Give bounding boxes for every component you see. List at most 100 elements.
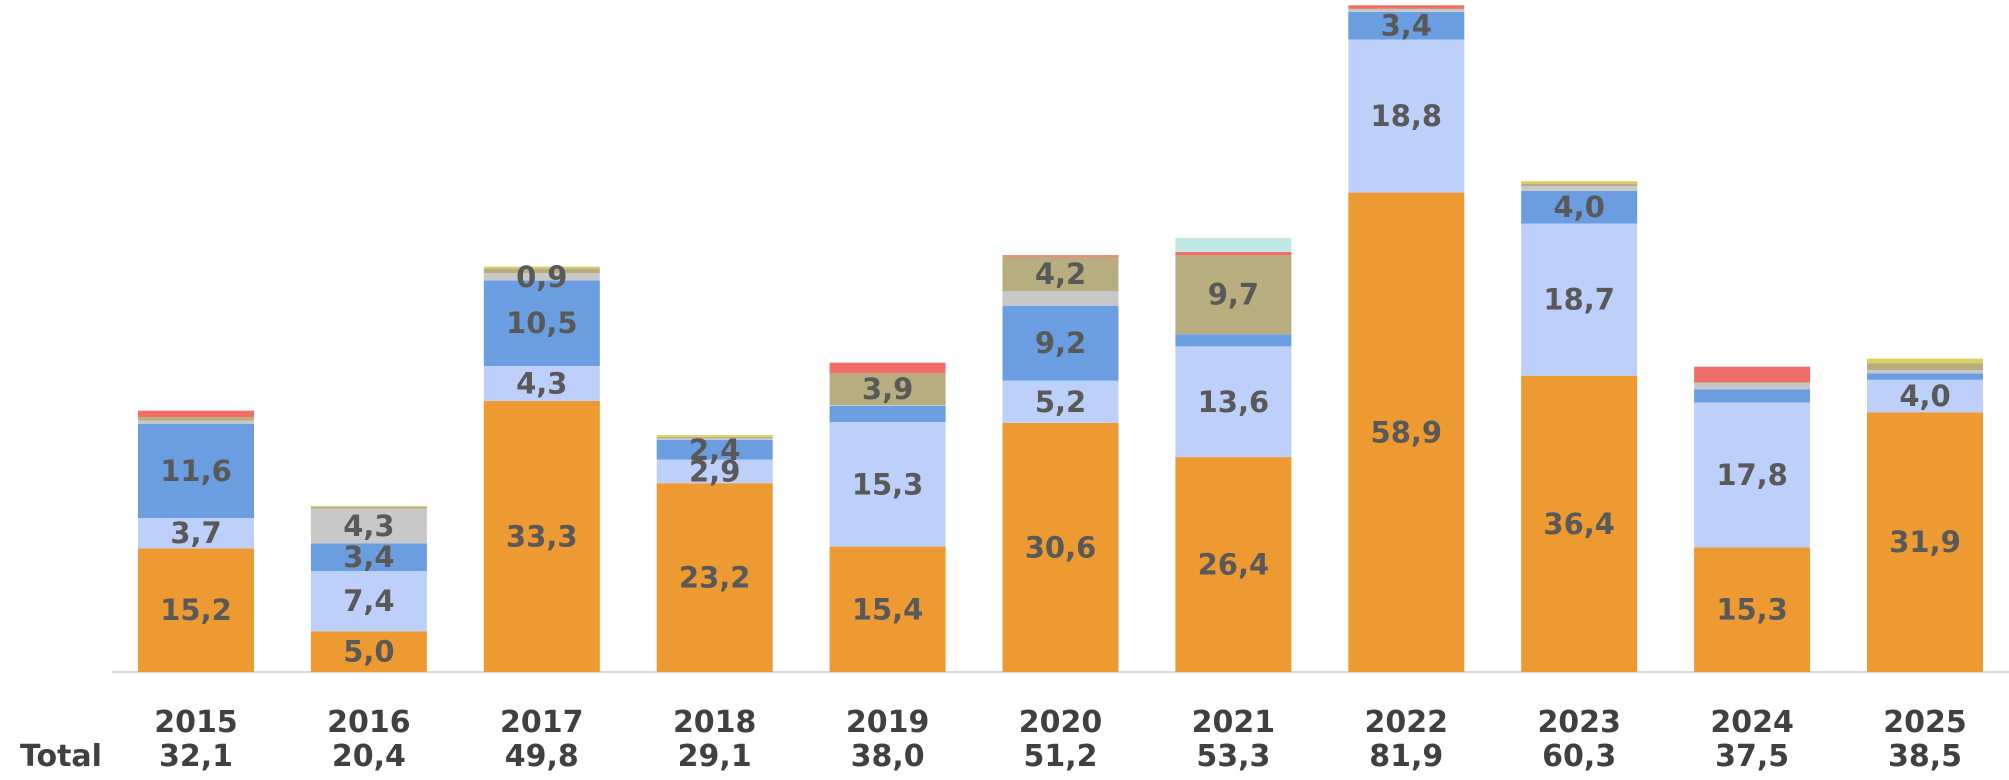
data-label-2019-s5: 3,9 — [862, 372, 913, 406]
x-tick-label-2025: 2025 — [1883, 705, 1967, 740]
bar-segment-2024-s5 — [1694, 382, 1811, 383]
data-label-2021-s1: 26,4 — [1198, 548, 1270, 582]
bar-segment-2020-s3 — [1002, 305, 1119, 381]
data-label-2024-s2: 17,8 — [1716, 458, 1788, 492]
bar-segment-2016-s8 — [310, 505, 427, 507]
total-value-2025: 38,5 — [1888, 739, 1962, 774]
data-label-2020-s1: 30,6 — [1025, 531, 1097, 565]
x-tick-label-2016: 2016 — [327, 705, 411, 740]
bar-segment-2016-s5 — [310, 506, 427, 509]
total-value-2022: 81,9 — [1369, 739, 1443, 774]
data-label-2016-s1: 5,0 — [343, 635, 394, 669]
bar-segment-2023-s5 — [1521, 183, 1638, 186]
bar-segment-2023-s4 — [1521, 186, 1638, 191]
x-tick-label-2022: 2022 — [1365, 705, 1449, 740]
bar-segment-2020-s1 — [1002, 422, 1119, 672]
x-tick-label-2019: 2019 — [846, 705, 930, 740]
data-label-2018-s1: 23,2 — [679, 561, 751, 595]
bar-segment-2025-s8 — [1867, 358, 1983, 364]
data-label-2023-s2: 18,7 — [1543, 283, 1615, 317]
data-label-2016-s3: 3,4 — [343, 540, 394, 574]
bar-segment-2016-s2 — [310, 571, 427, 632]
x-tick-label-2020: 2020 — [1019, 705, 1103, 740]
bar-segment-2018-s1 — [656, 483, 773, 672]
total-caption: Total — [20, 739, 102, 774]
segment-labels-group: 15,23,711,65,07,43,44,3 33,34,310,50,923,… — [160, 9, 1961, 669]
data-label-2015-s3: 11,6 — [160, 454, 232, 488]
data-label-2025-s1: 31,9 — [1889, 525, 1961, 559]
bar-segment-2023-s2 — [1521, 223, 1638, 376]
data-label-2022-s1: 58,9 — [1371, 415, 1443, 449]
bar-segment-2016-s1 — [310, 631, 427, 672]
data-label-2018-s3: 2,4 — [689, 433, 740, 467]
bar-segment-2016-s3 — [310, 543, 427, 572]
x-tick-label-2018: 2018 — [673, 705, 757, 740]
bar-segment-2024-s3 — [1694, 389, 1811, 403]
data-label-2024-s1: 15,3 — [1716, 593, 1788, 627]
bar-segment-2015-s5 — [138, 417, 254, 421]
data-label-2022-s3: 3,4 — [1381, 9, 1432, 43]
total-value-2023: 60,3 — [1542, 739, 1616, 774]
data-label-2016-s2: 7,4 — [343, 584, 394, 618]
data-label-2018-s2: 2,9 — [689, 454, 740, 488]
bar-segment-2024-s6 — [1694, 366, 1811, 383]
bar-segment-2022-s2 — [1348, 39, 1465, 193]
bar-segment-2021-s6 — [1175, 252, 1292, 256]
data-label-2020-s3: 9,2 — [1035, 326, 1086, 360]
bar-segment-2020-s5 — [1002, 256, 1119, 292]
total-value-2019: 38,0 — [851, 739, 925, 774]
data-label-2019-s1: 15,4 — [852, 592, 924, 626]
bar-segment-2017-s8 — [483, 266, 600, 269]
bar-segment-2015-s2 — [138, 518, 254, 549]
data-label-2020-s2: 5,2 — [1035, 385, 1086, 419]
bar-segment-2022-s3 — [1348, 11, 1465, 40]
bar-segment-2021-s3 — [1175, 334, 1292, 347]
bar-segment-2021-s2 — [1175, 346, 1292, 458]
total-value-2015: 32,1 — [159, 739, 233, 774]
bar-segment-2022-s1 — [1348, 192, 1465, 672]
total-value-2021: 53,3 — [1196, 739, 1270, 774]
data-label-2015-s1: 15,2 — [160, 593, 232, 627]
x-tick-label-2023: 2023 — [1537, 705, 1621, 740]
bar-segment-2020-s2 — [1002, 380, 1119, 423]
x-tick-label-2017: 2017 — [500, 705, 584, 740]
bar-segment-2025-s2 — [1867, 379, 1983, 413]
bars-group — [138, 5, 1983, 672]
data-label-2019-s2: 15,3 — [852, 467, 924, 501]
bar-segment-2019-s5 — [829, 373, 946, 405]
bar-segment-2021-s5 — [1175, 255, 1292, 335]
data-label-2017-s2: 4,3 — [516, 366, 567, 400]
bar-segment-2019-s4 — [829, 405, 946, 406]
bar-segment-2023-s8 — [1521, 181, 1638, 184]
data-label-2020-s5: 4,2 — [1035, 257, 1086, 291]
bar-segment-2018-s2 — [656, 459, 773, 484]
bar-segment-2018-s5 — [656, 436, 773, 439]
bar-segment-2018-s3 — [656, 440, 773, 460]
data-label-2016-s4: 4,3 — [343, 509, 394, 543]
total-value-2017: 49,8 — [505, 739, 579, 774]
bar-segment-2016-s4 — [310, 508, 427, 544]
bar-segment-2018-s8 — [656, 435, 773, 437]
total-value-2016: 20,4 — [332, 739, 406, 774]
bar-segment-2020-s6 — [1002, 255, 1119, 257]
data-label-2021-s2: 13,6 — [1198, 385, 1270, 419]
bar-segment-2015-s4 — [138, 420, 254, 424]
bar-segment-2021-s7 — [1175, 238, 1292, 252]
data-label-2023-s1: 36,4 — [1543, 507, 1615, 541]
data-label-2017-s1: 33,3 — [506, 520, 578, 554]
data-label-2021-s5: 9,7 — [1208, 278, 1259, 312]
bar-segment-2025-s5 — [1867, 363, 1983, 370]
bar-segment-2020-s4 — [1002, 291, 1119, 306]
x-tick-label-2024: 2024 — [1710, 705, 1794, 740]
data-label-2017-s3: 10,5 — [506, 306, 578, 340]
data-label-2015-s2: 3,7 — [170, 516, 221, 550]
total-value-2018: 29,1 — [678, 739, 752, 774]
bar-segment-2022-s6 — [1348, 5, 1465, 9]
bar-segment-2024-s4 — [1694, 383, 1811, 390]
total-value-2024: 37,5 — [1715, 739, 1789, 774]
bar-segment-2022-s5 — [1348, 8, 1465, 10]
bar-segment-2024-s2 — [1694, 402, 1811, 548]
bar-segment-2018-s4 — [656, 438, 773, 440]
